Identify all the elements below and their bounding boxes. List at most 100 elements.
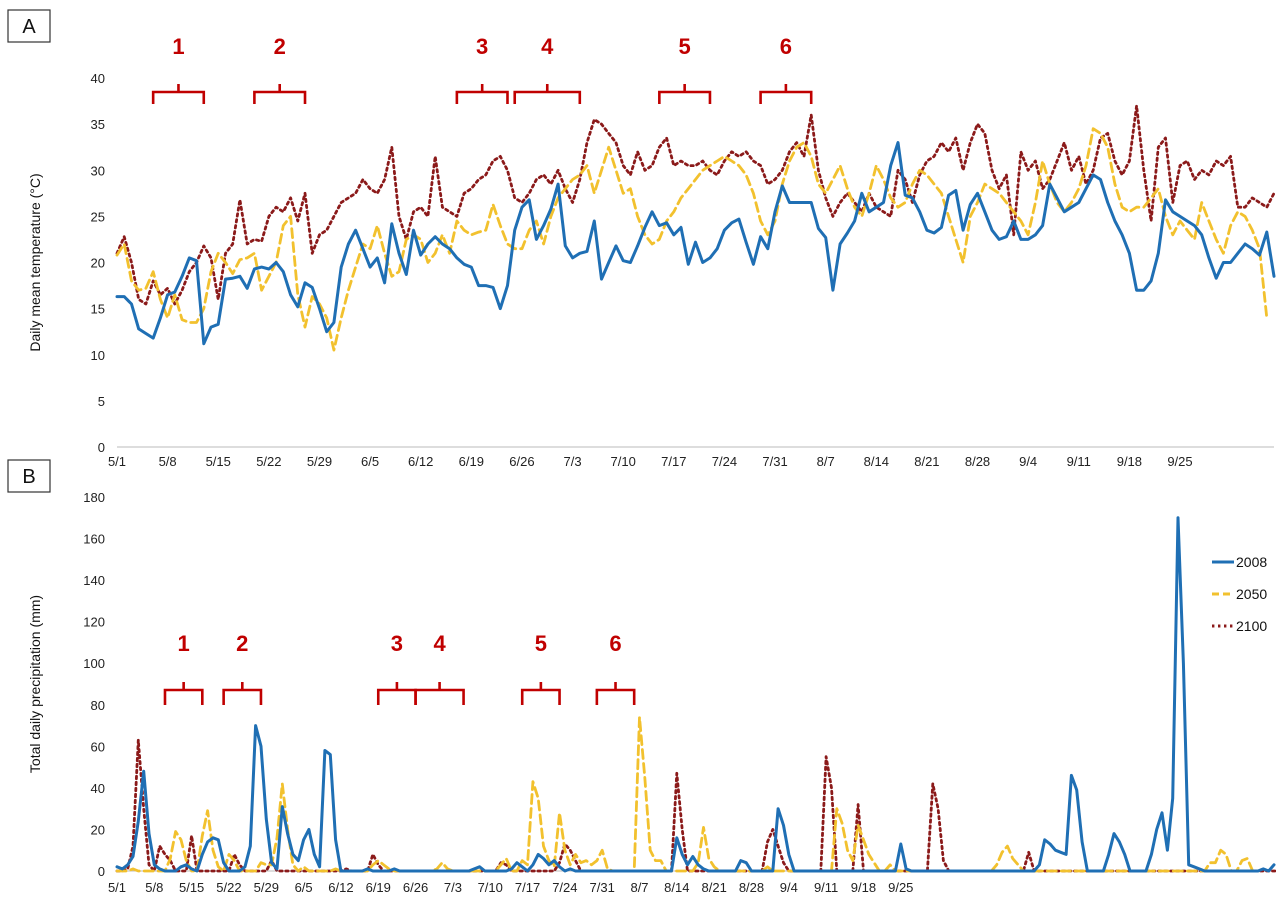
x-tick-label: 5/1 xyxy=(108,880,126,895)
y-tick-label: 0 xyxy=(98,440,105,455)
x-tick-label: 8/7 xyxy=(817,454,835,469)
period-bracket xyxy=(595,682,636,705)
x-tick-label: 9/25 xyxy=(888,880,913,895)
x-tick-label: 6/26 xyxy=(509,454,534,469)
x-tick-label: 7/3 xyxy=(444,880,462,895)
x-tick-label: 9/25 xyxy=(1167,454,1192,469)
y-tick-label: 10 xyxy=(91,348,105,363)
x-tick-label: 5/22 xyxy=(216,880,241,895)
panel-label: A xyxy=(22,16,36,38)
x-tick-label: 6/12 xyxy=(328,880,353,895)
x-tick-label: 9/11 xyxy=(1067,454,1091,469)
period-label: 3 xyxy=(391,631,403,656)
y-tick-label: 60 xyxy=(91,739,105,754)
period-label: 2 xyxy=(236,631,248,656)
x-tick-label: 7/17 xyxy=(515,880,540,895)
period-bracket xyxy=(414,682,465,705)
panel-label: B xyxy=(22,466,35,488)
period-label: 5 xyxy=(535,631,547,656)
period-bracket xyxy=(513,84,582,104)
period-bracket xyxy=(163,682,204,705)
y-tick-label: 20 xyxy=(91,256,105,271)
y-tick-label: 35 xyxy=(91,117,105,132)
panel-b-precipitation: B 0 20 40 60 80 100 120 140 160 180 Total daily pre… xyxy=(7,459,1276,895)
y-tick-label: 160 xyxy=(83,532,105,547)
x-tick-label: 8/21 xyxy=(914,454,939,469)
panel-a-temperature: A 0 5 10 15 20 25 30 35 40 Daily mean temperature … xyxy=(7,9,1276,469)
x-tick-label: 9/18 xyxy=(1117,454,1142,469)
period-label: 1 xyxy=(178,631,190,656)
y-tick-label: 15 xyxy=(91,302,105,317)
x-tick-label: 8/14 xyxy=(864,454,889,469)
period-label: 4 xyxy=(541,34,554,59)
y-tick-label: 20 xyxy=(91,822,105,837)
period-bracket xyxy=(658,84,712,104)
x-tick-label: 6/12 xyxy=(408,454,433,469)
y-tick-label: 100 xyxy=(83,656,105,671)
x-tick-label: 8/7 xyxy=(630,880,648,895)
period-bracket xyxy=(222,682,263,705)
period-bracket xyxy=(455,84,509,104)
panel-label-box xyxy=(7,9,51,43)
period-label: 5 xyxy=(679,34,691,59)
y-tick-label: 30 xyxy=(91,163,105,178)
x-tick-label: 7/24 xyxy=(552,880,577,895)
period-label: 6 xyxy=(780,34,792,59)
y-tick-label: 40 xyxy=(91,781,105,796)
x-tick-label: 7/17 xyxy=(661,454,686,469)
y-tick-label: 25 xyxy=(91,209,105,224)
x-tick-label: 6/19 xyxy=(366,880,391,895)
legend-label: 2050 xyxy=(1236,586,1267,602)
series-line-2008 xyxy=(115,516,1276,873)
x-tick-label: 7/3 xyxy=(564,454,582,469)
x-tick-label: 9/11 xyxy=(814,880,838,895)
x-tick-label: 5/8 xyxy=(159,454,177,469)
x-tick-label: 9/4 xyxy=(1019,454,1037,469)
period-label: 1 xyxy=(172,34,184,59)
period-label: 4 xyxy=(433,631,446,656)
x-tick-label: 8/14 xyxy=(664,880,689,895)
y-tick-label: 80 xyxy=(91,698,105,713)
x-tick-label: 7/24 xyxy=(712,454,737,469)
period-bracket xyxy=(253,84,307,104)
period-bracket xyxy=(151,84,206,104)
x-tick-label: 5/1 xyxy=(108,454,126,469)
x-tick-label: 5/29 xyxy=(254,880,279,895)
period-label: 3 xyxy=(476,34,488,59)
legend-label: 2100 xyxy=(1236,618,1267,634)
series-line-2050 xyxy=(115,715,1260,873)
x-tick-label: 5/15 xyxy=(179,880,204,895)
y-tick-label: 140 xyxy=(83,573,105,588)
panel-label-box xyxy=(7,459,51,493)
x-tick-label: 7/10 xyxy=(478,880,503,895)
x-tick-label: 6/5 xyxy=(361,454,379,469)
series-line-2008 xyxy=(115,141,1276,346)
x-tick-label: 8/21 xyxy=(702,880,727,895)
x-tick-label: 8/28 xyxy=(739,880,764,895)
x-tick-label: 5/15 xyxy=(206,454,231,469)
period-bracket xyxy=(520,682,561,705)
y-tick-label: 120 xyxy=(83,615,105,630)
y-axis-title: Daily mean temperature (°C) xyxy=(27,173,43,351)
y-tick-label: 0 xyxy=(98,864,105,879)
x-tick-label: 6/26 xyxy=(403,880,428,895)
x-tick-label: 9/4 xyxy=(780,880,798,895)
x-tick-label: 5/22 xyxy=(256,454,281,469)
x-tick-label: 5/8 xyxy=(145,880,163,895)
y-tick-label: 40 xyxy=(91,71,105,86)
y-axis-title: Total daily precipitation (mm) xyxy=(27,595,43,773)
period-bracket xyxy=(759,84,813,104)
y-tick-label: 180 xyxy=(83,490,105,505)
x-tick-label: 7/31 xyxy=(762,454,787,469)
series-line-2100 xyxy=(115,104,1276,306)
period-label: 6 xyxy=(609,631,621,656)
legend-label: 2008 xyxy=(1236,554,1267,570)
x-tick-label: 8/28 xyxy=(965,454,990,469)
series-line-2050 xyxy=(115,127,1269,352)
x-tick-label: 7/10 xyxy=(611,454,636,469)
period-bracket xyxy=(376,682,417,705)
period-label: 2 xyxy=(274,34,286,59)
x-tick-label: 6/5 xyxy=(295,880,313,895)
x-tick-label: 9/18 xyxy=(851,880,876,895)
